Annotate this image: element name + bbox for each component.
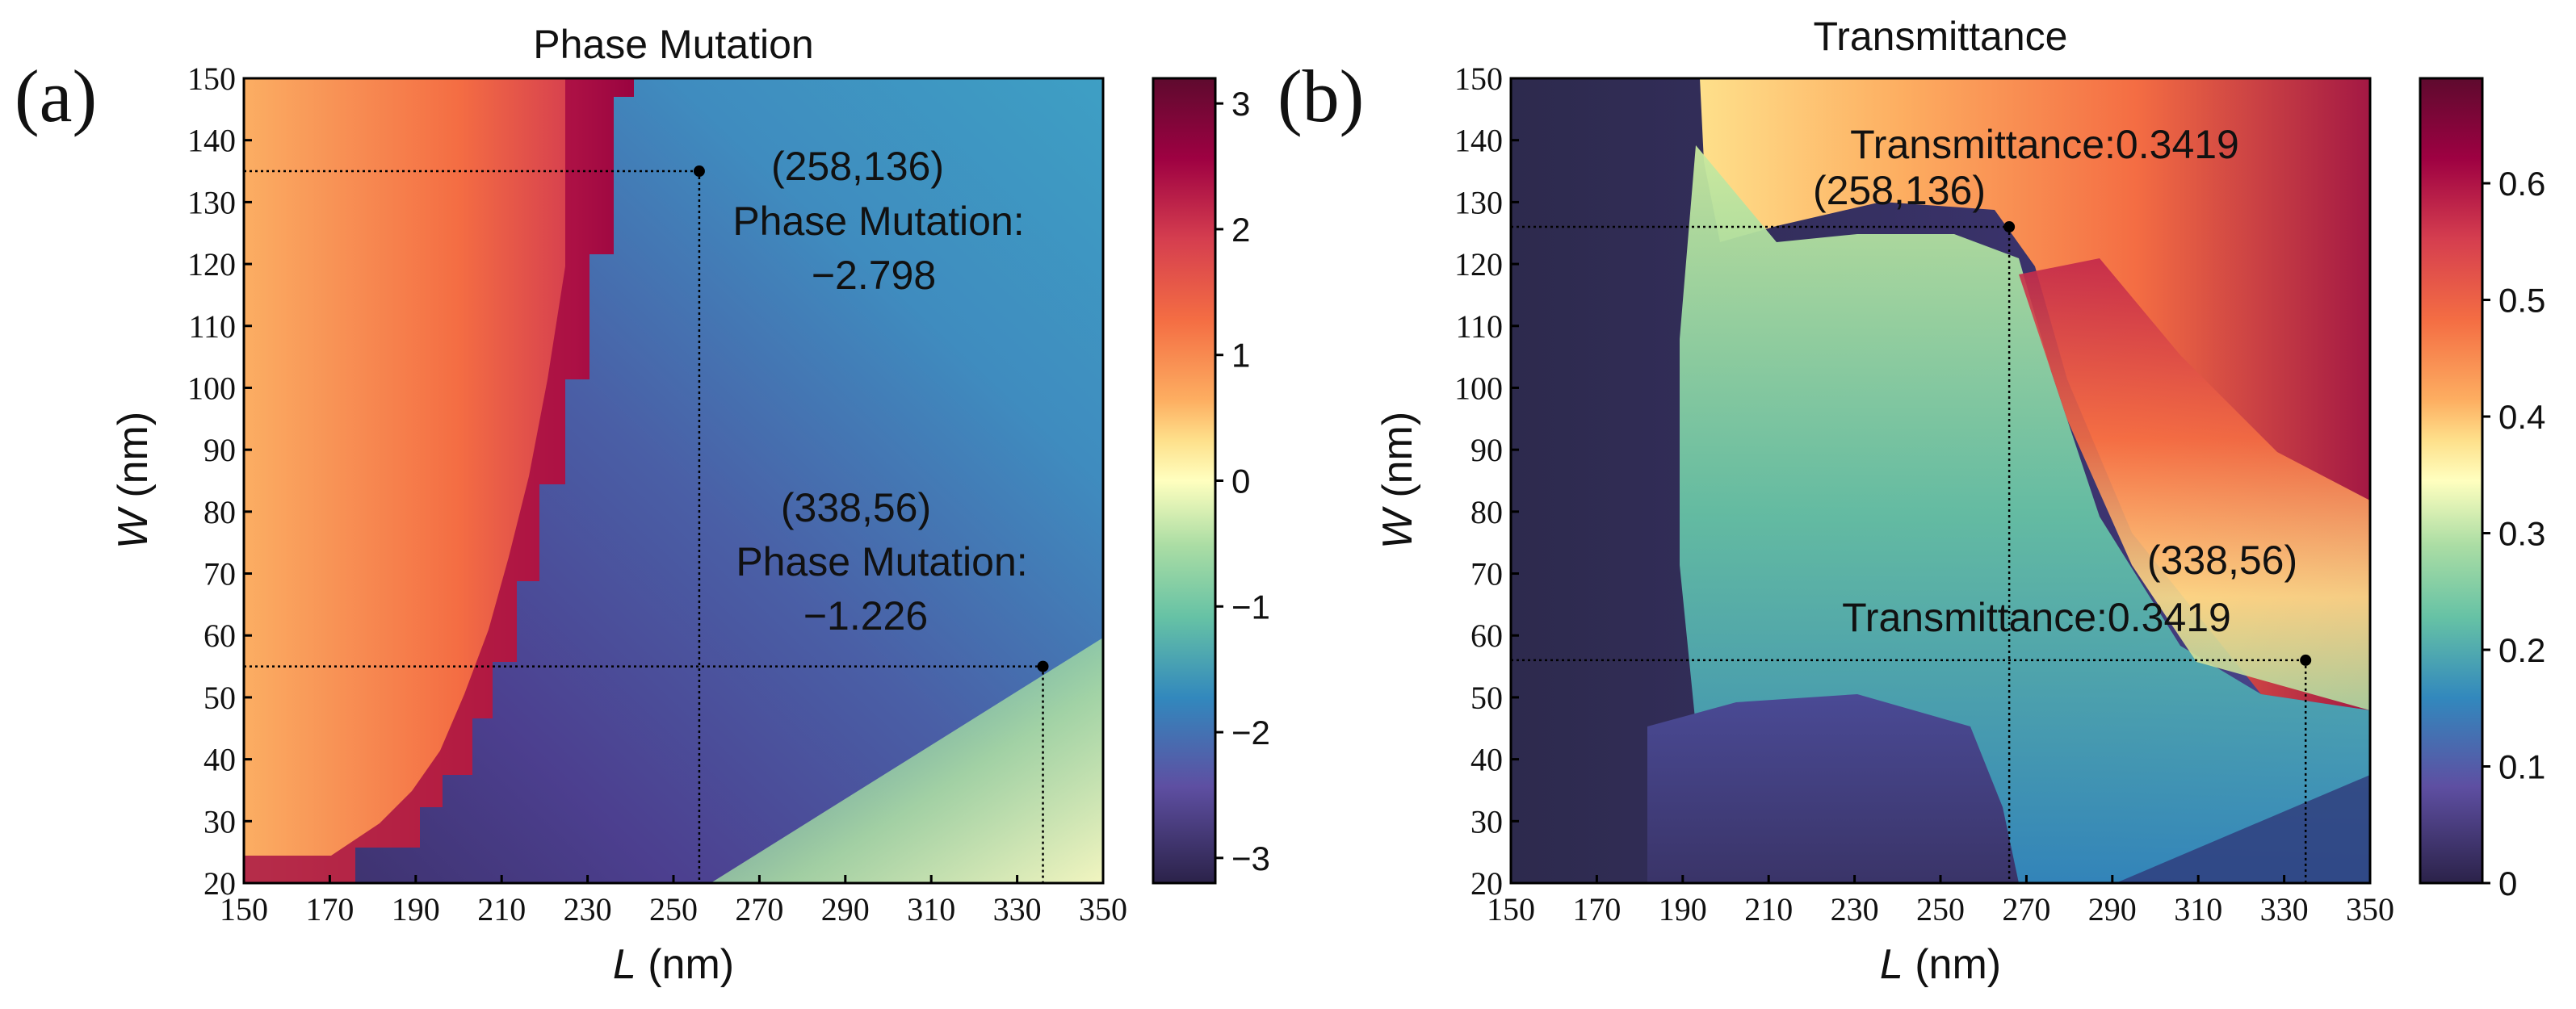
x-tick-label: 210 — [477, 891, 526, 927]
x-tick-label: 310 — [2174, 891, 2222, 927]
y-tick-label: 100 — [1454, 370, 1503, 406]
y-tick-label: 130 — [187, 184, 236, 220]
y-tick-label: 140 — [187, 123, 236, 159]
axis-ticks-b: 150 170 190 210 230 250 270 290 310 330 350 20 30 40 5… — [1454, 61, 2394, 927]
colorbar-tick-label: 0.3 — [2498, 515, 2545, 553]
y-tick-label: 80 — [1471, 494, 1503, 530]
x-tick-label: 210 — [1744, 891, 1793, 927]
x-tick-label: 190 — [1659, 891, 1707, 927]
y-tick-label: 150 — [1454, 61, 1503, 97]
heatmap-b — [1511, 78, 2370, 883]
annotation-point — [1037, 660, 1049, 672]
x-tick-label: 330 — [993, 891, 1042, 927]
x-tick-label: 170 — [1572, 891, 1621, 927]
annotation-text: (258,136) — [771, 144, 944, 189]
x-tick-label: 330 — [2260, 891, 2309, 927]
colorbar-a: 3 2 1 0 −1 −2 −3 — [1152, 77, 1270, 885]
panel-a: 150 170 190 210 230 250 270 290 310 330 3502030405… — [15, 22, 1270, 988]
y-tick-label: 100 — [187, 370, 236, 406]
y-tick-label: 70 — [203, 556, 236, 592]
annotation-text: Phase Mutation: — [736, 539, 1027, 584]
y-tick-label: 60 — [1471, 618, 1503, 654]
colorbar-tick-label: 0.5 — [2498, 282, 2545, 320]
x-tick-label: 190 — [392, 891, 440, 927]
annotation-point — [693, 165, 705, 178]
annotation-text: −1.226 — [803, 593, 928, 638]
annotations-a: (258,136) Phase Mutation: −2.798 (338,56) Ph… — [244, 144, 1049, 883]
panel-label-b: (b) — [1278, 55, 1364, 137]
y-tick-label: 70 — [1471, 556, 1503, 592]
x-axis-label-a: L (nm) — [613, 941, 734, 988]
y-axis-label-a: W (nm) — [110, 412, 157, 549]
y-tick-label: 20 — [1471, 865, 1503, 902]
y-tick-label: 50 — [1471, 680, 1503, 716]
y-tick-label: 60 — [203, 618, 236, 654]
y-tick-label: 120 — [1454, 246, 1503, 283]
x-axis-label-b: L (nm) — [1880, 941, 2001, 988]
x-tick-label: 250 — [649, 891, 698, 927]
x-tick-label: 270 — [735, 891, 783, 927]
colorbar-tick-label: 0.2 — [2498, 631, 2545, 669]
annotation-text: Phase Mutation: — [732, 199, 1024, 244]
y-tick-label: 30 — [203, 803, 236, 839]
x-tick-label: 310 — [907, 891, 955, 927]
x-tick-label: 290 — [2088, 891, 2137, 927]
x-tick-label: 250 — [1916, 891, 1965, 927]
y-tick-label: 90 — [1471, 432, 1503, 468]
annotations-b: Transmittance:0.3419(258,136)(338,56)Tra… — [1511, 122, 2312, 883]
x-tick-label: 270 — [2002, 891, 2050, 927]
annotation-text: Transmittance:0.3419 — [1850, 122, 2239, 167]
x-tick-label: 350 — [1079, 891, 1127, 927]
colorbar-tick-label: −1 — [1231, 588, 1270, 626]
colorbar-tick-label: 0.4 — [2498, 398, 2545, 436]
x-tick-label: 350 — [2346, 891, 2394, 927]
y-tick-label: 80 — [203, 494, 236, 530]
y-tick-label: 140 — [1454, 123, 1503, 159]
y-tick-label: 40 — [1471, 742, 1503, 778]
y-axis-label-b: W (nm) — [1374, 412, 1421, 549]
annotation-text: (258,136) — [1813, 168, 1986, 213]
chart-title-a: Phase Mutation — [533, 22, 813, 67]
y-tick-label: 30 — [1471, 803, 1503, 839]
y-tick-label: 90 — [203, 432, 236, 468]
colorbar-tick-label: −2 — [1231, 714, 1270, 752]
annotation-text: Transmittance:0.3419 — [1842, 595, 2231, 640]
annotation-text: (338,56) — [781, 485, 931, 530]
y-tick-label: 130 — [1454, 184, 1503, 220]
y-tick-label: 20 — [203, 865, 236, 902]
chart-title-b: Transmittance — [1814, 14, 2068, 59]
colorbar-tick-label: 0 — [1231, 463, 1250, 500]
y-tick-label: 40 — [203, 742, 236, 778]
heatmap-a — [244, 78, 1103, 883]
x-tick-label: 170 — [305, 891, 354, 927]
y-tick-label: 110 — [188, 308, 236, 345]
y-tick-label: 110 — [1455, 308, 1503, 345]
annotation-point — [2003, 221, 2016, 233]
colorbar-tick-label: 3 — [1231, 85, 1250, 123]
axis-ticks-a: 150 170 190 210 230 250 270 290 310 330 350 20 30 40 5… — [187, 61, 1127, 927]
y-tick-label: 120 — [187, 246, 236, 283]
colorbar-tick-label: 0 — [2498, 865, 2517, 902]
annotation-point — [2300, 654, 2312, 666]
colorbar-tick-label: 1 — [1231, 337, 1250, 375]
panel-b: 150 170 190 210 230 250 270 290 310 330 350 20 30 40 5… — [1278, 14, 2545, 988]
colorbar-tick-label: 0.6 — [2498, 165, 2545, 203]
x-tick-label: 150 — [1487, 891, 1535, 927]
colorbar-b: 0.6 0.5 0.4 0.3 0.2 0.1 0 — [2419, 77, 2545, 902]
panel-label-a: (a) — [15, 55, 97, 137]
y-tick-label: 150 — [187, 61, 236, 97]
annotation-text: −2.798 — [812, 253, 936, 298]
colorbar-tick-label: −3 — [1231, 839, 1270, 877]
colorbar-tick-label: 0.1 — [2498, 748, 2545, 786]
colorbar-tick-label: 2 — [1231, 211, 1250, 249]
x-tick-label: 230 — [564, 891, 612, 927]
x-tick-label: 290 — [821, 891, 870, 927]
annotation-text: (338,56) — [2147, 538, 2297, 583]
x-tick-label: 150 — [220, 891, 268, 927]
y-tick-label: 50 — [203, 680, 236, 716]
x-tick-label: 230 — [1831, 891, 1879, 927]
